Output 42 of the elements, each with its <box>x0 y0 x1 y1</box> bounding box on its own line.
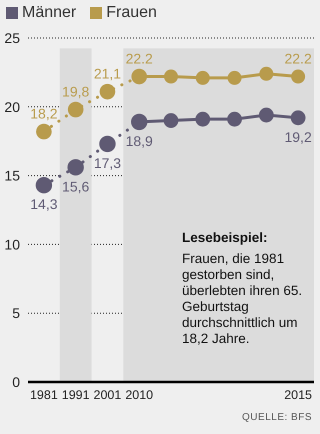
y-tick-label: 0 <box>12 374 20 390</box>
data-label: 18,2 <box>30 106 58 122</box>
point <box>36 177 52 194</box>
point <box>290 110 306 126</box>
data-label: 19,8 <box>62 84 90 100</box>
point <box>196 70 210 85</box>
source-note: QUELLE: BFS <box>242 412 312 423</box>
annotation: Frauen, die 1981 gestorben sind, überlebten ihren 65. Geburtstag durchschnittlich um 18,2 Jahre. <box>182 251 304 347</box>
y-tick-label: 25 <box>4 30 20 46</box>
point <box>68 102 84 118</box>
legend-label: Männer <box>22 4 76 22</box>
x-tick-label: 2015 <box>284 388 312 402</box>
data-label: 21,1 <box>94 66 122 82</box>
data-label: 22.2 <box>284 50 312 67</box>
point <box>164 113 178 128</box>
point <box>258 108 274 122</box>
data-label: 19,2 <box>284 128 312 145</box>
point <box>228 70 242 85</box>
x-tick-label: 1981 <box>30 388 58 402</box>
data-label: 17,3 <box>94 154 122 171</box>
x-tick-label: 2001 <box>94 388 122 402</box>
y-tick-label: 20 <box>4 98 20 115</box>
point <box>100 84 116 100</box>
data-label: 22.2 <box>126 50 154 67</box>
point <box>99 136 116 152</box>
data-label: 15,6 <box>62 178 90 194</box>
point <box>195 112 210 127</box>
data-label: 18,9 <box>126 132 154 149</box>
point <box>259 66 274 81</box>
point <box>291 70 306 84</box>
y-tick-label: 15 <box>4 168 20 184</box>
annotation: Lesebeispiel: <box>182 230 269 246</box>
point <box>227 112 242 127</box>
point <box>36 124 52 140</box>
point <box>67 159 84 176</box>
y-tick-label: 10 <box>4 236 20 252</box>
legend-label: Frauen <box>106 4 157 22</box>
x-tick-label: 1991 <box>62 388 90 402</box>
point <box>164 70 178 84</box>
data-label: 14,3 <box>30 196 58 212</box>
x-tick-label: 2010 <box>125 388 154 402</box>
y-tick-label: 5 <box>12 305 20 322</box>
